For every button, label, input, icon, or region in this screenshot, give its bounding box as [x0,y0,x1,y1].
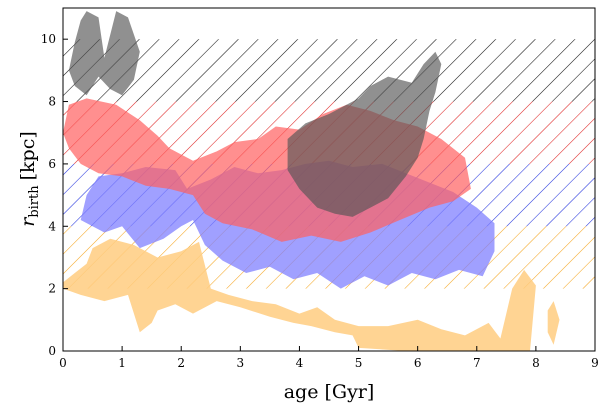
y-axis-label-main: r [17,216,39,227]
plot-frame [62,7,596,352]
density-areas [63,11,560,351]
y-axis-ticks: 0 2 4 6 8 10 [41,32,68,358]
y-tick-label: 0 [48,344,56,358]
density-area-4 [68,11,140,96]
y-tick-label: 10 [41,32,56,46]
y-tick-label: 6 [48,157,56,171]
x-tick-label: 5 [355,356,363,370]
density-area-5 [287,51,442,217]
y-axis-label-sub: birth [27,185,42,218]
x-tick-label: 1 [118,356,126,370]
density-area-1 [547,301,560,345]
y-axis-label-unit: [kpc] [17,131,39,180]
x-tick-label: 6 [414,356,422,370]
y-axis-label: rbirth [kpc] [17,131,42,227]
x-tick-label: 9 [591,356,598,370]
x-tick-label: 4 [296,356,304,370]
y-tick-label: 8 [48,95,56,109]
x-tick-label: 7 [473,356,481,370]
x-tick-label: 0 [59,356,67,370]
y-tick-label: 2 [48,282,56,296]
hatch-band-3 [63,39,595,102]
y-tick-label: 4 [48,219,56,233]
x-tick-label: 3 [237,356,245,370]
x-tick-label: 2 [177,356,185,370]
x-axis-ticks: 0 1 2 3 4 5 6 7 8 9 [59,346,598,370]
svg-text:rbirth[kpc]: rbirth [kpc] [17,131,42,227]
density-area-0 [63,238,536,351]
x-tick-label: 8 [532,356,540,370]
x-axis-label: age [Gyr] [284,381,375,403]
